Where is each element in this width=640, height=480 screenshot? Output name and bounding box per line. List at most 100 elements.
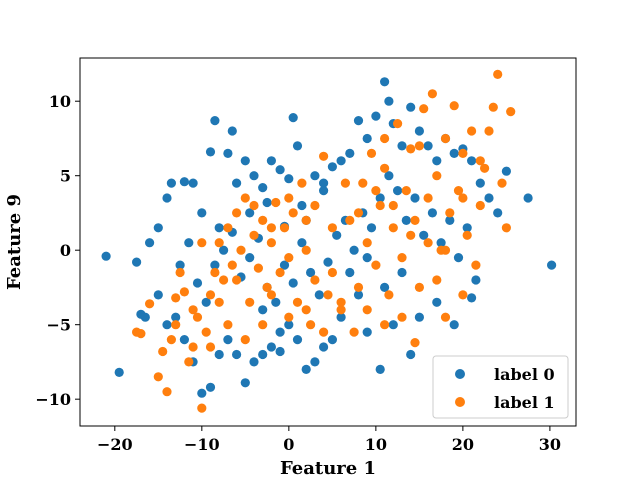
data-point-label-1 xyxy=(240,193,250,203)
data-point-label-1 xyxy=(501,223,511,233)
data-point-label-1 xyxy=(497,178,507,188)
data-point-label-1 xyxy=(449,101,459,111)
data-point-label-1 xyxy=(458,148,468,158)
data-point-label-1 xyxy=(423,238,433,248)
data-point-label-0 xyxy=(445,215,455,225)
data-point-label-1 xyxy=(397,253,407,263)
data-point-label-0 xyxy=(449,148,459,158)
data-point-label-0 xyxy=(375,364,385,374)
legend-box xyxy=(432,355,569,419)
data-point-label-1 xyxy=(380,163,390,173)
data-point-label-0 xyxy=(184,238,194,248)
data-point-label-1 xyxy=(310,275,320,285)
legend-entry-label-1: label 1 xyxy=(494,393,555,412)
data-point-label-0 xyxy=(467,293,477,303)
data-point-label-1 xyxy=(188,305,198,315)
data-point-label-1 xyxy=(440,312,451,322)
legend-marker-label-1 xyxy=(455,397,465,407)
data-point-label-0 xyxy=(475,178,485,188)
data-point-label-1 xyxy=(323,290,333,300)
data-point-label-1 xyxy=(353,208,364,218)
x-tick-label: 20 xyxy=(452,435,474,454)
data-point-label-0 xyxy=(410,193,420,203)
data-point-label-0 xyxy=(162,193,172,203)
data-point-label-1 xyxy=(145,299,155,309)
data-point-label-1 xyxy=(232,275,242,285)
data-point-label-1 xyxy=(184,357,194,367)
data-point-label-1 xyxy=(393,119,403,129)
data-point-label-1 xyxy=(310,200,320,211)
data-point-label-0 xyxy=(362,327,372,337)
data-point-label-0 xyxy=(210,116,220,126)
data-point-label-1 xyxy=(192,312,203,322)
data-point-label-0 xyxy=(297,238,307,248)
data-point-label-1 xyxy=(319,327,329,337)
data-point-label-0 xyxy=(462,223,472,233)
data-point-label-1 xyxy=(423,193,433,203)
data-point-label-1 xyxy=(223,320,233,330)
data-point-label-1 xyxy=(223,223,233,233)
data-point-label-1 xyxy=(467,126,477,136)
data-point-label-1 xyxy=(205,342,216,352)
data-point-label-1 xyxy=(249,230,259,240)
data-point-label-0 xyxy=(484,193,494,203)
data-point-label-0 xyxy=(214,349,224,360)
data-point-label-1 xyxy=(197,403,207,413)
data-point-label-1 xyxy=(327,267,337,278)
data-point-label-0 xyxy=(436,238,446,248)
data-point-label-1 xyxy=(458,290,468,300)
data-point-label-1 xyxy=(349,327,359,337)
data-point-label-0 xyxy=(327,162,337,172)
data-point-label-1 xyxy=(353,282,364,292)
data-point-label-1 xyxy=(380,133,390,144)
data-point-label-0 xyxy=(153,223,163,233)
data-point-label-1 xyxy=(388,223,398,233)
data-point-label-0 xyxy=(380,282,390,292)
data-point-label-0 xyxy=(453,253,464,263)
data-point-label-0 xyxy=(547,260,557,270)
data-point-label-1 xyxy=(236,245,246,255)
data-point-label-1 xyxy=(336,305,346,315)
data-point-label-0 xyxy=(323,257,333,267)
data-point-label-1 xyxy=(462,230,472,240)
data-point-label-0 xyxy=(188,178,198,188)
data-point-label-0 xyxy=(467,156,477,166)
data-point-label-1 xyxy=(414,282,424,292)
data-point-label-1 xyxy=(384,290,394,300)
data-point-label-0 xyxy=(310,357,320,367)
data-point-label-0 xyxy=(297,200,307,211)
data-point-label-1 xyxy=(506,107,516,117)
data-point-label-0 xyxy=(388,320,398,330)
data-point-label-1 xyxy=(197,238,207,248)
data-point-label-1 xyxy=(484,126,494,136)
plot-frame xyxy=(79,57,577,427)
data-point-label-0 xyxy=(232,178,242,188)
data-point-label-0 xyxy=(197,388,207,398)
data-point-label-1 xyxy=(358,178,368,188)
data-point-label-0 xyxy=(266,342,276,352)
data-point-label-0 xyxy=(432,297,442,307)
data-point-label-0 xyxy=(192,278,203,288)
data-point-label-0 xyxy=(427,208,437,218)
data-point-label-0 xyxy=(336,312,346,322)
data-point-label-0 xyxy=(275,346,285,357)
data-point-label-0 xyxy=(101,251,111,261)
data-point-label-0 xyxy=(275,165,285,175)
data-point-label-1 xyxy=(188,342,198,352)
data-point-label-1 xyxy=(219,275,229,285)
x-axis-label: Feature 1 xyxy=(280,458,376,479)
data-point-label-1 xyxy=(301,215,311,225)
data-point-label-0 xyxy=(371,111,381,121)
data-point-label-0 xyxy=(249,171,259,181)
y-tick-label: 0 xyxy=(60,241,71,260)
data-point-label-0 xyxy=(292,335,303,345)
data-point-label-1 xyxy=(380,320,390,330)
data-point-label-1 xyxy=(440,133,451,144)
data-point-label-0 xyxy=(432,156,442,166)
data-point-label-1 xyxy=(162,387,172,397)
data-point-label-0 xyxy=(292,141,303,151)
data-point-label-0 xyxy=(362,133,372,144)
data-point-label-1 xyxy=(297,178,307,188)
data-point-label-0 xyxy=(145,238,155,248)
data-point-label-0 xyxy=(327,335,337,345)
